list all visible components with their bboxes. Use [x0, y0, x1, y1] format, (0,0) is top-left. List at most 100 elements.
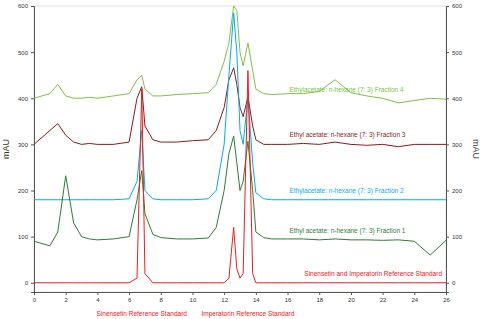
chart: 0246810121416182022242601002003004005006… [0, 0, 480, 319]
tick: 300 [446, 142, 463, 148]
tick-label: 8 [160, 297, 164, 303]
tick-label: 600 [18, 3, 29, 9]
tick: 300 [18, 142, 34, 148]
tick: 10 [190, 292, 197, 303]
tick-mark [446, 144, 449, 145]
tick: 18 [316, 292, 323, 303]
tick-mark [161, 292, 162, 295]
trace [34, 13, 446, 200]
tick: 2 [65, 292, 69, 303]
tick-label: 0 [452, 280, 456, 286]
y-axis-title: mAU [1, 139, 11, 159]
tick-label: 0 [25, 280, 29, 286]
tick-mark [192, 292, 193, 295]
tick: 200 [18, 188, 34, 194]
trace [34, 68, 446, 147]
tick-mark [446, 283, 449, 284]
tick: 100 [446, 234, 463, 240]
tick-label: 200 [18, 188, 29, 194]
tick: 6 [128, 292, 132, 303]
tick-mark [351, 292, 352, 295]
annotation: Sinensetin Reference Standard [97, 310, 188, 317]
tick: 200 [446, 188, 463, 194]
tick-mark [66, 292, 67, 295]
tick: 12 [221, 292, 228, 303]
tick-label: 100 [18, 234, 29, 240]
tick-label: 6 [128, 297, 132, 303]
traces [34, 6, 446, 283]
tick-label: 500 [18, 50, 29, 56]
trace [34, 136, 446, 255]
tick-label: 0 [33, 297, 37, 303]
tick: 600 [18, 3, 34, 9]
trace [34, 6, 446, 103]
series-label: Sinensetin and Imperatorin Reference Sta… [304, 270, 442, 278]
tick-mark [129, 292, 130, 295]
y2-axis: 0 100 200 300 400 500 600 [446, 3, 463, 292]
x-axis: 02468101214161820222426 [33, 292, 451, 303]
trace [34, 71, 446, 283]
tick-mark [414, 292, 415, 295]
tick-label: 500 [452, 50, 463, 56]
tick: 0 [446, 280, 456, 286]
tick: 14 [253, 292, 260, 303]
tick-label: 12 [221, 297, 228, 303]
tick-mark [383, 292, 384, 295]
tick: 400 [446, 96, 463, 102]
tick-mark [446, 191, 449, 192]
tick-label: 24 [411, 297, 418, 303]
tick-label: 22 [380, 297, 387, 303]
annotation: Imperatorin Reference Standard [201, 310, 294, 318]
tick: 500 [446, 50, 463, 56]
tick-mark [97, 292, 98, 295]
tick: 22 [380, 292, 387, 303]
tick-mark [31, 52, 34, 53]
tick-mark [31, 283, 34, 284]
y-axis: 0 100 200 300 400 500 600 [18, 3, 35, 292]
series-label: Ethyl acetate: n-hexane (7: 3) Fraction … [289, 131, 405, 139]
plot-frame [34, 6, 446, 292]
tick-label: 16 [285, 297, 292, 303]
tick-mark [31, 191, 34, 192]
tick-label: 26 [443, 297, 450, 303]
tick-mark [31, 6, 34, 7]
tick: 0 [33, 292, 37, 303]
series-label: Ethylacetate: n-hexane (7: 3) Fraction 4 [289, 86, 404, 94]
tick: 20 [348, 292, 355, 303]
tick-label: 300 [18, 142, 29, 148]
y2-axis-title: mAU [471, 139, 480, 159]
tick: 4 [96, 292, 100, 303]
tick: 100 [18, 234, 34, 240]
axis-line [447, 7, 450, 293]
axis-line [31, 7, 35, 293]
tick: 600 [446, 3, 463, 9]
tick-label: 100 [452, 234, 463, 240]
tick: 24 [411, 292, 418, 303]
tick-mark [256, 292, 257, 295]
series-label: Ethyl acetate: n-hexane (7: 3) Fraction … [289, 227, 405, 235]
tick-mark [446, 52, 449, 53]
tick-label: 400 [18, 96, 29, 102]
tick-mark [319, 292, 320, 295]
tick-mark [224, 292, 225, 295]
tick: 8 [160, 292, 164, 303]
tick-label: 18 [316, 297, 323, 303]
tick-label: 4 [96, 297, 100, 303]
tick-mark [446, 98, 449, 99]
tick-label: 400 [452, 96, 463, 102]
tick: 16 [285, 292, 292, 303]
tick-mark [288, 292, 289, 295]
tick-mark [446, 6, 449, 7]
tick-mark [446, 237, 449, 238]
tick-mark [31, 144, 34, 145]
tick-label: 20 [348, 297, 355, 303]
tick-label: 200 [452, 188, 463, 194]
tick: 500 [18, 50, 34, 56]
tick-label: 300 [452, 142, 463, 148]
tick: 0 [25, 280, 34, 286]
tick-label: 600 [452, 3, 463, 9]
tick: 400 [18, 96, 34, 102]
tick-label: 10 [190, 297, 197, 303]
axis-line [35, 293, 447, 296]
tick-label: 2 [65, 297, 69, 303]
